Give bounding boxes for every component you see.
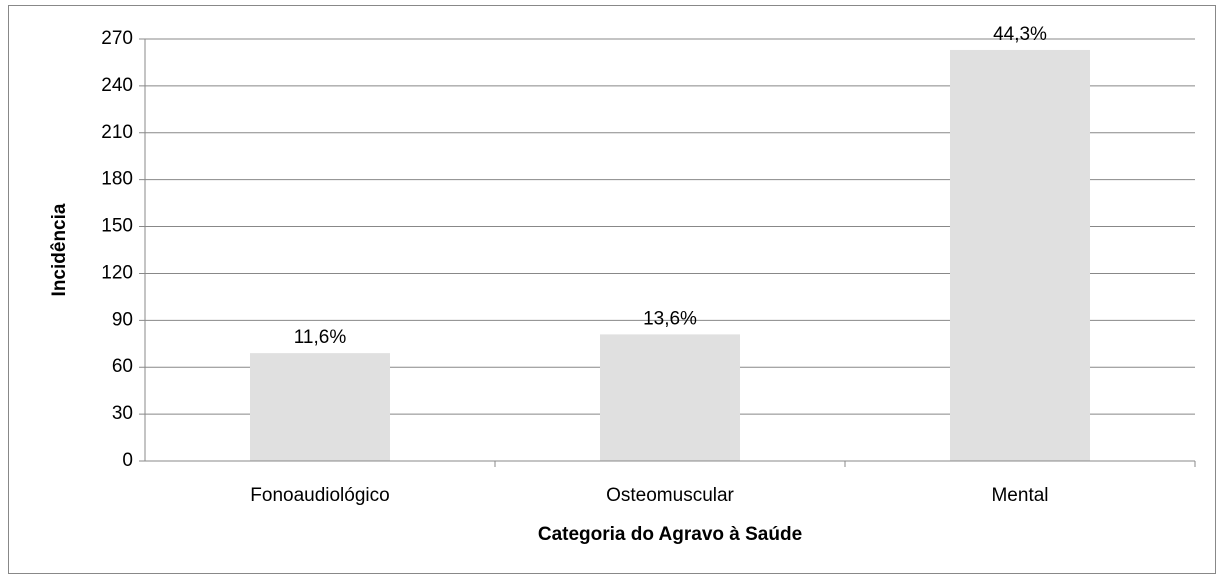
x-tick-label: Fonoaudiológico — [250, 485, 389, 506]
y-tick-label: 120 — [101, 262, 133, 283]
data-label: 11,6% — [294, 327, 347, 348]
bar — [250, 353, 390, 461]
y-tick-label: 150 — [101, 216, 133, 237]
data-label: 44,3% — [993, 24, 1047, 45]
y-tick-label: 30 — [112, 403, 133, 424]
x-tick-label: Osteomuscular — [606, 485, 734, 506]
y-tick-label: 240 — [101, 75, 133, 96]
x-tick-label: Mental — [991, 485, 1048, 506]
y-axis-title: Incidência — [49, 203, 70, 296]
y-tick-label: 0 — [122, 450, 133, 471]
x-axis-title: Categoria do Agravo à Saúde — [538, 524, 802, 545]
y-tick-label: 60 — [112, 356, 133, 377]
data-label: 13,6% — [643, 308, 697, 329]
bar — [950, 49, 1090, 462]
bar — [600, 334, 740, 461]
y-tick-label: 180 — [101, 169, 133, 190]
y-tick-label: 210 — [101, 122, 133, 143]
y-tick-label: 90 — [112, 309, 133, 330]
y-tick-label: 270 — [101, 28, 133, 49]
